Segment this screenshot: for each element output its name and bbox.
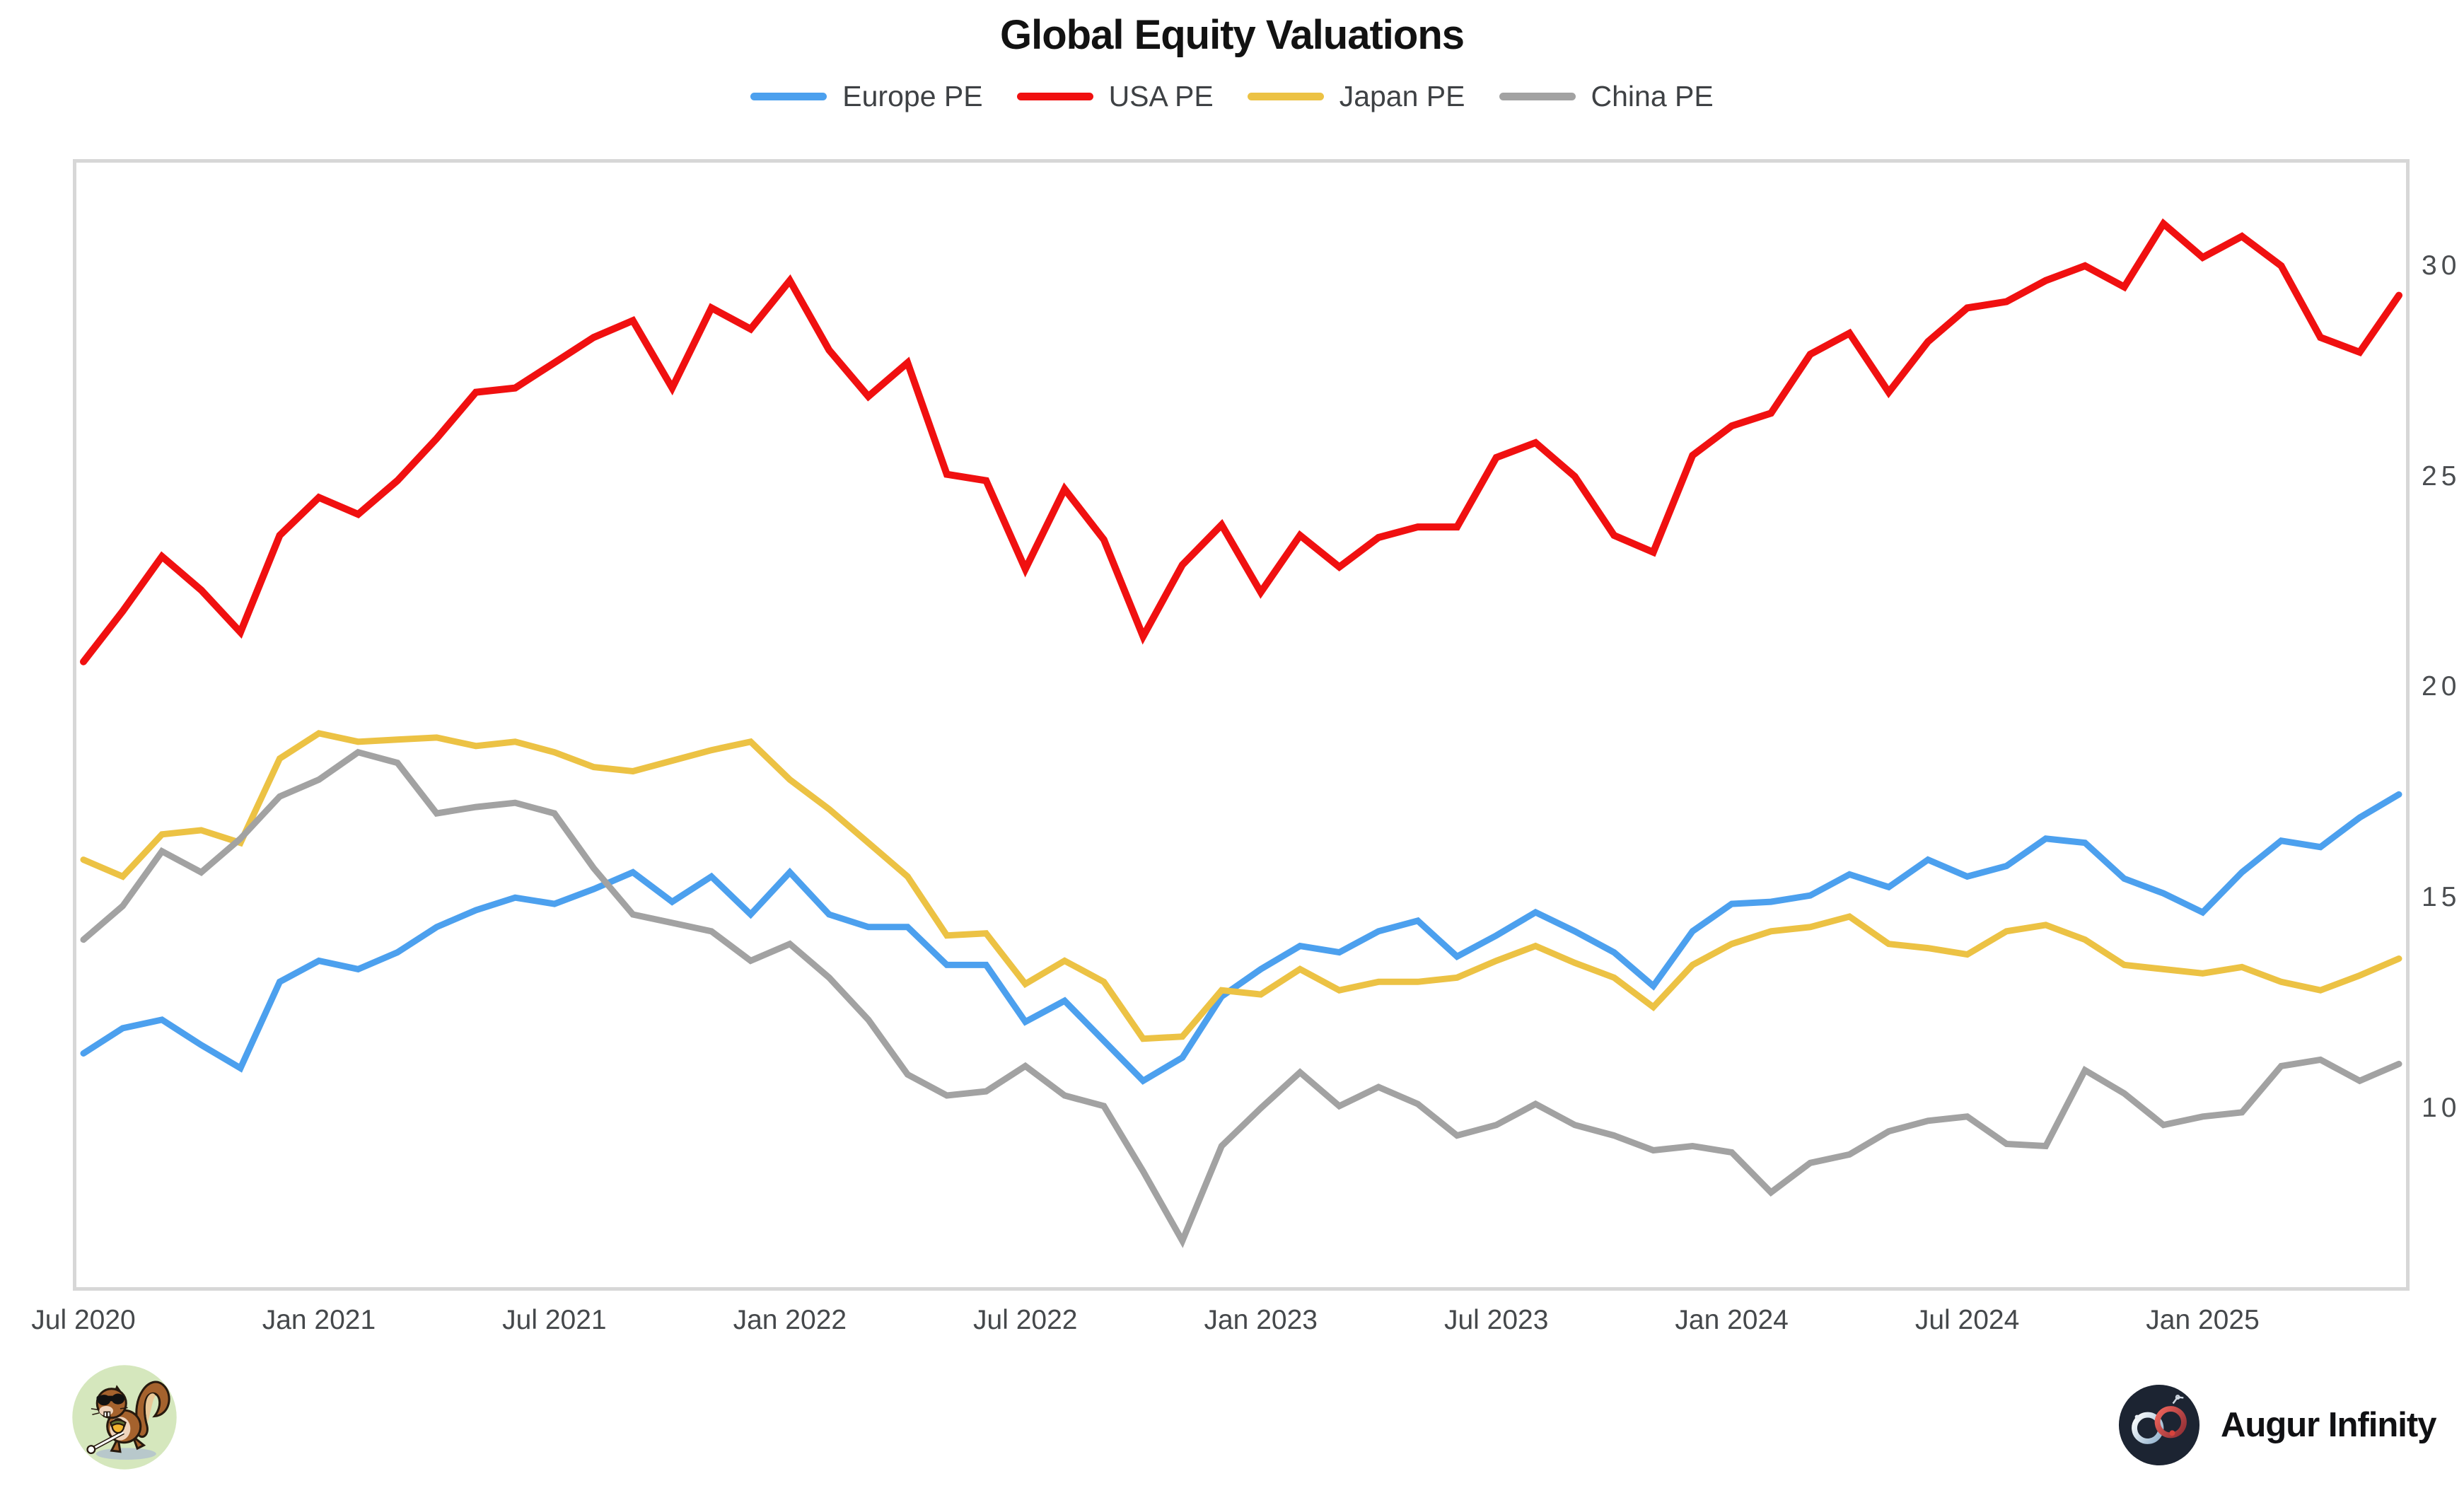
squirrel-logo [72,1365,177,1470]
x-axis-tick-label: Jul 2023 [1443,1305,1549,1335]
y-axis-tick-label: 15 [2422,882,2461,913]
legend-swatch-japan-pe [1247,93,1324,100]
series-line-europe-pe [80,791,2402,1085]
sunglasses-icon [96,1393,124,1406]
squirrel-shadow [95,1448,156,1460]
x-axis-tick-label: Jul 2024 [1914,1305,2020,1335]
x-axis-tick-label: Jan 2023 [1204,1305,1318,1335]
chart-svg [80,218,2402,1248]
legend-swatch-usa-pe [1016,93,1093,100]
legend-item-japan-pe[interactable]: Japan PE [1247,80,1465,112]
legend-label: China PE [1591,80,1714,112]
infinity-icon [2132,1395,2187,1444]
squirrel-tail [135,1381,170,1438]
x-axis-tick-label: Jul 2020 [31,1305,136,1335]
x-axis-tick-label: Jan 2025 [2146,1305,2260,1335]
y-axis-tick-label: 25 [2422,460,2461,492]
legend-item-europe-pe[interactable]: Europe PE [750,80,983,112]
x-axis-tick-label: Jul 2022 [973,1305,1078,1335]
legend-item-usa-pe[interactable]: USA PE [1016,80,1214,112]
series-line-japan-pe [80,730,2402,1042]
legend-label: Europe PE [842,80,983,112]
x-axis-tick-label: Jul 2021 [502,1305,607,1335]
y-axis-tick-label: 30 [2422,250,2461,281]
y-axis-tick-label: 20 [2422,671,2461,702]
y-axis-tick-label: 10 [2422,1092,2461,1123]
x-axis-tick-label: Jan 2024 [1675,1305,1789,1335]
augur-infinity-logo [2118,1384,2200,1466]
series-line-china-pe [80,748,2402,1248]
legend-swatch-europe-pe [750,93,827,100]
legend-label: USA PE [1108,80,1214,112]
legend-swatch-china-pe [1499,93,1576,100]
brand-name: Augur Infinity [2221,1406,2436,1444]
chart-title: Global Equity Valuations [1000,12,1465,58]
plot-area [73,159,2410,1291]
x-axis-tick-label: Jan 2022 [733,1305,847,1335]
legend-item-china-pe[interactable]: China PE [1499,82,1714,111]
chart-legend: Europe PE USA PE Japan PE China PE [0,82,2464,111]
x-axis-tick-label: Jan 2021 [262,1305,376,1335]
series-line-usa-pe [80,218,2402,665]
legend-label: Japan PE [1339,80,1465,112]
